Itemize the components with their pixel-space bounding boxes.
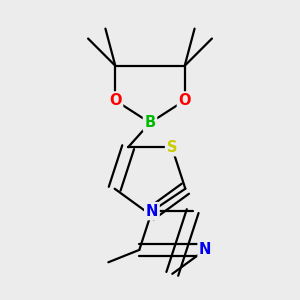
Text: O: O	[178, 93, 191, 108]
Text: N: N	[146, 204, 158, 219]
Text: S: S	[167, 140, 177, 155]
Text: B: B	[144, 115, 156, 130]
Text: O: O	[109, 93, 122, 108]
Text: N: N	[199, 242, 212, 257]
